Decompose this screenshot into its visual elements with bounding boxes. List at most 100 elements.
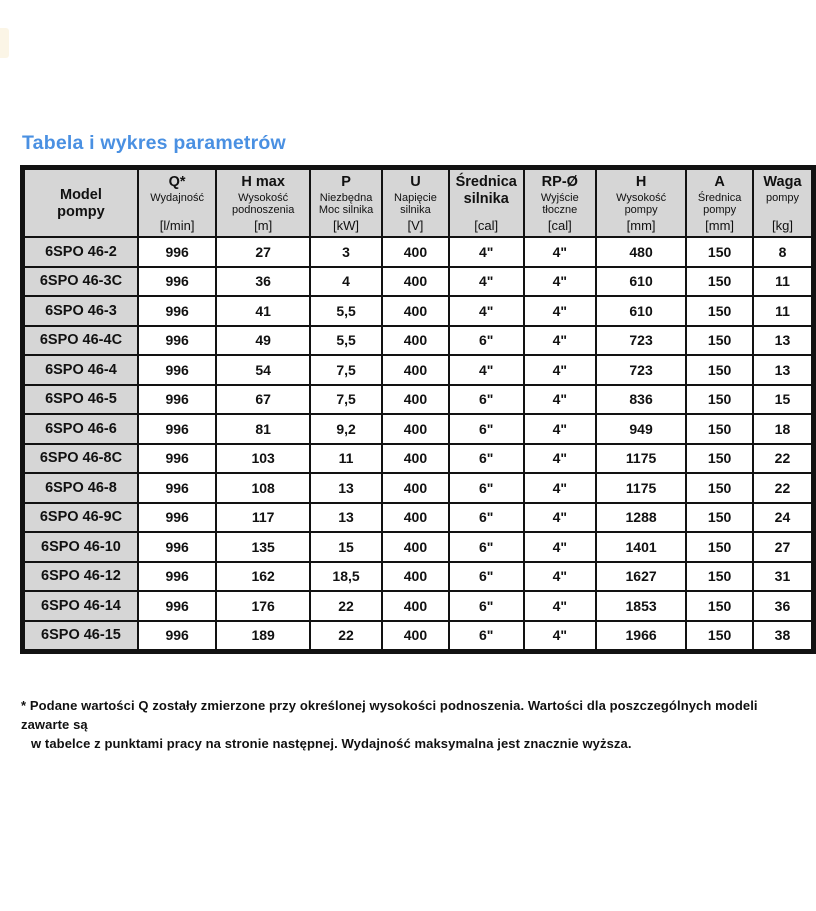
cell-a: 150 (685, 442, 754, 474)
header-cell-rp: RP-Ø Wyjście tłoczne [cal] (522, 168, 597, 238)
cell-model: 6SPO 46-3 (23, 295, 139, 327)
cell-hmax: 41 (215, 295, 311, 327)
cell-waga: 36 (751, 590, 814, 622)
header-row: Model pompy Q* Wydajność [l/min] H max Wysoko… (23, 168, 814, 238)
cell-h: 610 (594, 295, 688, 327)
cell-model: 6SPO 46-6 (23, 413, 139, 445)
cell-h: 1853 (594, 590, 688, 622)
header-main-hmax: H max (241, 174, 285, 190)
cell-rp: 4" (522, 265, 597, 297)
cell-q: 996 (136, 413, 218, 445)
table-row: 6SPO 46-2 996 27 3 400 4" 4" 480 150 8 (23, 236, 814, 268)
cell-p: 13 (308, 472, 384, 504)
cell-hmax: 108 (215, 472, 311, 504)
header-main-p: P (341, 174, 351, 190)
cell-u: 400 (381, 590, 450, 622)
cell-a: 150 (685, 236, 754, 268)
cell-waga: 8 (751, 236, 814, 268)
cell-srednica-silnika: 6" (447, 590, 525, 622)
cell-p: 4 (308, 265, 384, 297)
cell-model: 6SPO 46-8 (23, 472, 139, 504)
cell-waga: 11 (751, 265, 814, 297)
header-cell-waga: Waga pompy [kg] (751, 168, 814, 238)
header-main-a: A (714, 174, 725, 190)
table-row: 6SPO 46-8C 996 103 11 400 6" 4" 1175 150 22 (23, 442, 814, 474)
cell-rp: 4" (522, 590, 597, 622)
header-unit-srednica-silnika: [cal] (474, 217, 499, 233)
cell-model: 6SPO 46-14 (23, 590, 139, 622)
table-row: 6SPO 46-8 996 108 13 400 6" 4" 1175 150 22 (23, 472, 814, 504)
header-unit-u: [V] (407, 217, 424, 233)
cell-model: 6SPO 46-9C (23, 501, 139, 533)
cell-q: 996 (136, 531, 218, 563)
cell-waga: 38 (751, 619, 814, 651)
cell-model: 6SPO 46-5 (23, 383, 139, 415)
cell-a: 150 (685, 413, 754, 445)
cell-hmax: 36 (215, 265, 311, 297)
footnote-line-2: w tabelce z punktami pracy na stronie na… (31, 735, 632, 751)
cell-q: 996 (136, 442, 218, 474)
cell-p: 13 (308, 501, 384, 533)
cell-p: 5,5 (308, 295, 384, 327)
header-unit-waga: [kg] (771, 217, 793, 233)
cell-q: 996 (136, 590, 218, 622)
cell-rp: 4" (522, 324, 597, 356)
table-row: 6SPO 46-14 996 176 22 400 6" 4" 1853 150 36 (23, 590, 814, 622)
cell-p: 15 (308, 531, 384, 563)
cell-hmax: 162 (215, 560, 311, 592)
cell-h: 949 (594, 413, 688, 445)
cell-u: 400 (381, 472, 450, 504)
cell-u: 400 (381, 442, 450, 474)
header-unit-p: [kW] (333, 217, 360, 233)
cell-srednica-silnika: 6" (447, 560, 525, 592)
cell-waga: 13 (751, 324, 814, 356)
cell-h: 1175 (594, 472, 688, 504)
cell-a: 150 (685, 383, 754, 415)
cell-a: 150 (685, 560, 754, 592)
parameters-table: Model pompy Q* Wydajność [l/min] H max Wysoko… (23, 168, 814, 651)
cell-model: 6SPO 46-4 (23, 354, 139, 386)
cell-h: 1966 (594, 619, 688, 651)
cell-a: 150 (685, 501, 754, 533)
cell-srednica-silnika: 6" (447, 383, 525, 415)
cell-waga: 11 (751, 295, 814, 327)
cell-hmax: 189 (215, 619, 311, 651)
cell-model: 6SPO 46-4C (23, 324, 139, 356)
parameters-table-container: Model pompy Q* Wydajność [l/min] H max Wysoko… (20, 165, 816, 654)
cell-model: 6SPO 46-12 (23, 560, 139, 592)
cell-u: 400 (381, 295, 450, 327)
cell-srednica-silnika: 6" (447, 531, 525, 563)
table-row: 6SPO 46-6 996 81 9,2 400 6" 4" 949 150 18 (23, 413, 814, 445)
table-row: 6SPO 46-4C 996 49 5,5 400 6" 4" 723 150 13 (23, 324, 814, 356)
header-sub-h: Wysokość pompy (616, 191, 667, 216)
cell-h: 480 (594, 236, 688, 268)
header-sub-q: Wydajność (150, 191, 204, 204)
header-main-model: Model pompy (57, 186, 105, 220)
cell-srednica-silnika: 6" (447, 442, 525, 474)
cell-waga: 22 (751, 442, 814, 474)
header-cell-hmax: H max Wysokość podnoszenia [m] (215, 168, 311, 238)
parameters-table-head: Model pompy Q* Wydajność [l/min] H max Wysoko… (23, 168, 814, 238)
cell-h: 610 (594, 265, 688, 297)
header-cell-q: Q* Wydajność [l/min] (136, 168, 218, 238)
table-row: 6SPO 46-10 996 135 15 400 6" 4" 1401 150 27 (23, 531, 814, 563)
cell-rp: 4" (522, 472, 597, 504)
header-unit-h: [mm] (626, 217, 656, 233)
header-cell-a: A Średnica pompy [mm] (685, 168, 754, 238)
cell-p: 7,5 (308, 383, 384, 415)
cell-a: 150 (685, 531, 754, 563)
cell-srednica-silnika: 6" (447, 413, 525, 445)
cell-hmax: 103 (215, 442, 311, 474)
cell-h: 723 (594, 354, 688, 386)
header-main-rp: RP-Ø (541, 174, 578, 190)
table-row: 6SPO 46-4 996 54 7,5 400 4" 4" 723 150 13 (23, 354, 814, 386)
cell-waga: 27 (751, 531, 814, 563)
cell-waga: 24 (751, 501, 814, 533)
cell-waga: 15 (751, 383, 814, 415)
header-main-srednica-silnika: Średnica silnika (455, 174, 517, 207)
header-sub-a: Średnica pompy (697, 191, 742, 216)
cell-h: 836 (594, 383, 688, 415)
cell-q: 996 (136, 295, 218, 327)
cell-hmax: 117 (215, 501, 311, 533)
cell-rp: 4" (522, 560, 597, 592)
